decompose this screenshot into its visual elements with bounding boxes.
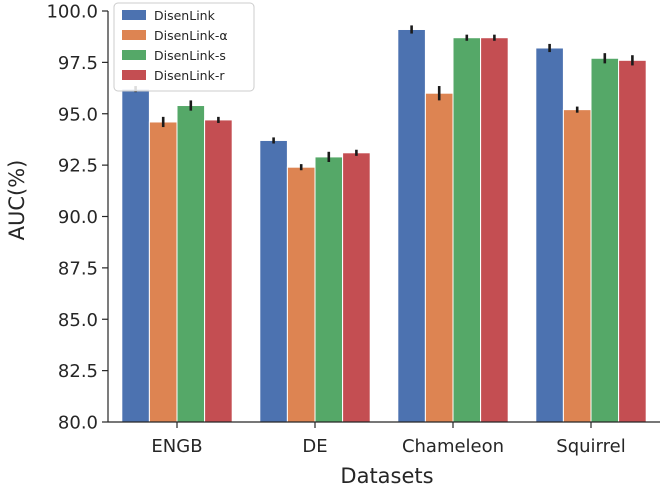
bar-disenlink-r-de bbox=[342, 152, 371, 423]
bar-disenlink-s-de bbox=[314, 156, 344, 423]
bar-disenlink-s-chameleon bbox=[452, 37, 482, 423]
y-tick-label: 85.0 bbox=[58, 310, 98, 331]
bar-disenlink-engb bbox=[121, 88, 150, 423]
y-axis-label: AUC(%) bbox=[5, 160, 29, 241]
bar-disenlink-engb bbox=[148, 121, 178, 423]
y-ticks-group: 80.0 82.5 85.0 87.5 90.0 92.5 95.0 97.5 100.0 bbox=[46, 2, 108, 434]
x-tick-label-de: DE bbox=[302, 436, 327, 457]
legend: DisenLink DisenLink-α DisenLink-s DisenLink… bbox=[113, 2, 255, 92]
bar-disenlink-r-engb bbox=[204, 119, 233, 423]
bar-disenlink-r-squirrel bbox=[618, 59, 647, 423]
legend-label-disenlink-r: DisenLink-r bbox=[154, 68, 225, 83]
bar-disenlink-squirrel bbox=[562, 109, 592, 423]
bar-disenlink-de bbox=[286, 166, 316, 423]
bar-disenlink-chameleon bbox=[424, 92, 454, 423]
y-tick-label: 100.0 bbox=[46, 2, 98, 23]
x-tick-label-chameleon: Chameleon bbox=[402, 436, 504, 457]
bar-disenlink-squirrel bbox=[535, 47, 564, 423]
bar-disenlink-r-chameleon bbox=[480, 37, 509, 423]
y-tick-label: 90.0 bbox=[58, 207, 98, 228]
y-tick-label: 82.5 bbox=[58, 361, 98, 382]
y-tick-label: 87.5 bbox=[58, 258, 98, 279]
legend-frame bbox=[113, 2, 255, 92]
y-tick-label: 97.5 bbox=[58, 53, 98, 74]
y-tick-label: 92.5 bbox=[58, 156, 98, 177]
bar-disenlink-s-squirrel bbox=[590, 57, 620, 423]
legend-label-disenlink: DisenLink-α bbox=[154, 28, 228, 43]
bars-group bbox=[121, 28, 647, 423]
x-ticks-group: ENGB DE Chameleon Squirrel bbox=[151, 422, 626, 457]
legend-label-disenlink-s: DisenLink-s bbox=[154, 48, 226, 63]
legend-swatch-disenlink-s bbox=[122, 50, 146, 60]
y-tick-label: 80.0 bbox=[58, 413, 98, 434]
legend-label-disenlink: DisenLink bbox=[154, 8, 216, 23]
legend-swatch-disenlink bbox=[122, 10, 146, 20]
bar-disenlink-de bbox=[259, 139, 288, 423]
bar-disenlink-s-engb bbox=[176, 105, 206, 423]
x-tick-label-squirrel: Squirrel bbox=[556, 436, 625, 457]
legend-swatch-disenlink bbox=[122, 30, 146, 40]
x-axis-label: Datasets bbox=[340, 464, 433, 488]
legend-swatch-disenlink-r bbox=[122, 70, 146, 80]
y-tick-label: 95.0 bbox=[58, 104, 98, 125]
x-tick-label-engb: ENGB bbox=[151, 436, 202, 457]
bar-disenlink-chameleon bbox=[397, 28, 426, 423]
